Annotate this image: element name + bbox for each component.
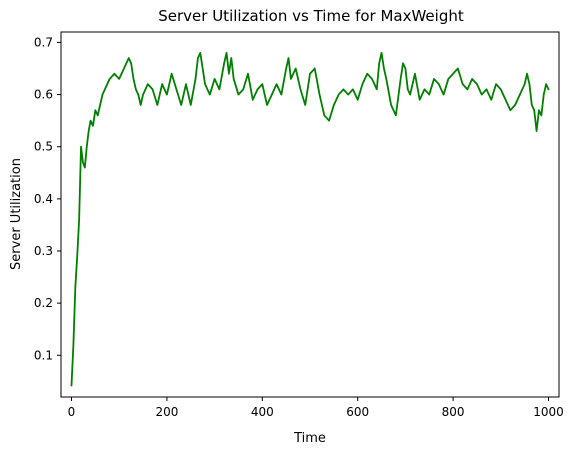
chart-title: Server Utilization vs Time for MaxWeight (158, 7, 464, 25)
y-axis-ticks: 0.1 0.2 0.3 0.4 0.5 0.6 0.7 (34, 35, 61, 362)
x-tick-label: 800 (442, 405, 465, 419)
y-tick-label: 0.2 (34, 296, 53, 310)
x-tick-label: 600 (346, 405, 369, 419)
y-axis-label: Server Utilization (9, 158, 24, 270)
x-tick-label: 400 (251, 405, 274, 419)
x-axis-ticks: 0 200 400 600 800 1000 (68, 397, 564, 419)
plot-area (60, 31, 560, 398)
y-tick-label: 0.1 (34, 348, 53, 362)
x-tick-label: 200 (155, 405, 178, 419)
y-tick-label: 0.6 (34, 88, 53, 102)
series-line-0 (70, 51, 550, 387)
y-tick-label: 0.3 (34, 244, 53, 258)
x-tick-label: 0 (68, 405, 76, 419)
x-axis-label: Time (293, 431, 326, 446)
series-layer (70, 51, 550, 387)
plot-frame (60, 31, 560, 398)
y-tick-label: 0.4 (34, 192, 53, 206)
y-tick-label: 0.5 (34, 140, 53, 154)
x-tick-label: 1000 (533, 405, 564, 419)
y-tick-label: 0.7 (34, 35, 53, 49)
